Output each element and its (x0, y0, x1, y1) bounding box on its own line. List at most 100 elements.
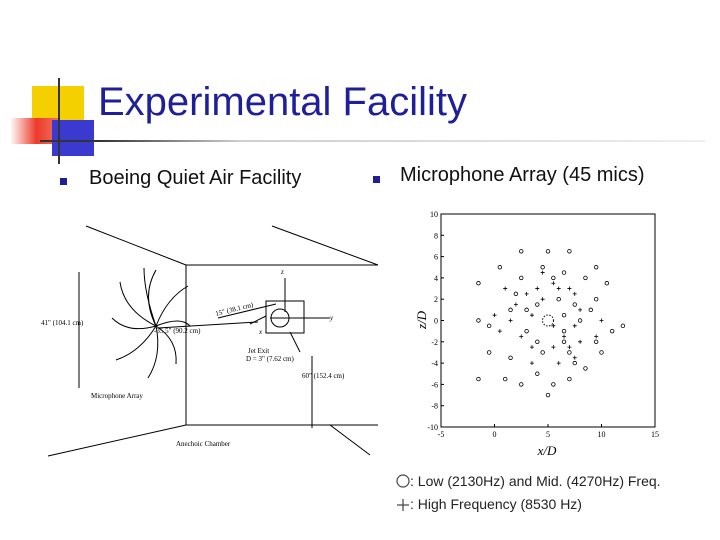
label-jet-diameter: D = 3" (7.62 cm) (246, 355, 294, 363)
bullet-marker (60, 178, 67, 185)
slide-title: Experimental Facility (98, 80, 468, 124)
mic-point-high (492, 313, 497, 318)
label-35: -35.5" (90.2 cm) (154, 327, 201, 335)
mic-point-high (572, 291, 577, 296)
mic-point-high (556, 286, 561, 291)
y-tick-label: 2 (434, 295, 438, 304)
mic-point-low-mid (604, 281, 610, 286)
mic-point-low-mid (519, 275, 524, 281)
mic-point-high (599, 318, 604, 323)
mic-point-low-mid (535, 339, 540, 344)
mic-point-low-mid (540, 350, 545, 355)
legend-plus-icon (397, 499, 409, 511)
mic-point-low-mid (508, 355, 513, 360)
mic-point-low-mid (545, 392, 551, 398)
mic-point-high (551, 323, 556, 328)
y-tick-label: 6 (434, 253, 438, 262)
mic-point-high (508, 318, 513, 323)
title-rule (40, 140, 705, 142)
mic-point-low-mid (577, 318, 583, 323)
mic-point-low-mid (519, 382, 524, 387)
mic-point-low-mid (551, 275, 556, 281)
y-tick-label: 4 (434, 274, 438, 283)
mic-point-low-mid (609, 328, 615, 334)
mic-point-high (503, 286, 508, 291)
mic-point-low-mid (620, 323, 626, 329)
axis-label-y: y (329, 314, 334, 322)
label-60: 60" (152.4 cm) (302, 372, 345, 380)
legend-circle-label: : Low (2130Hz) and Mid. (4270Hz) Freq. (410, 473, 661, 489)
mic-point-low-mid (535, 371, 540, 376)
axis-label-z: z (280, 268, 284, 276)
mic-point-low-mid (502, 376, 508, 382)
x-tick-label: 15 (651, 430, 659, 439)
mic-point-low-mid (486, 350, 492, 355)
mic-point-high (562, 334, 567, 339)
mic-point-high (556, 361, 561, 366)
mic-array-chart: -5 0 5 10 15 10 8 6 4 2 0 -2 -4 -6 -8 -10 x/D z/D (414, 210, 659, 458)
mic-point-high (551, 281, 556, 286)
mic-point-high (529, 313, 534, 318)
x-tick-label: -5 (438, 430, 445, 439)
accent-vertical-line (58, 78, 60, 164)
x-tick-label: 10 (598, 430, 606, 439)
mic-point-low-mid (519, 249, 524, 254)
legend-plus-label: : High Frequency (8530 Hz) (410, 496, 582, 512)
mic-point-high (572, 323, 577, 328)
bullet-marker (373, 176, 380, 183)
mic-point-high (524, 291, 529, 296)
label-41: 41" (104.1 cm) (41, 319, 84, 327)
mic-point-high (567, 286, 572, 291)
mic-point-high (497, 329, 502, 334)
mic-point-high (578, 307, 583, 312)
facility-diagram: 41" (104.1 cm) -35.5" (90.2 cm) 15" (38.… (41, 225, 379, 457)
mic-point-low-mid (556, 296, 561, 302)
mic-point-low-mid (476, 376, 481, 382)
x-tick-label: 0 (493, 430, 497, 439)
plot-frame (440, 213, 656, 428)
y-tick-label: 8 (434, 231, 438, 240)
mic-point-low-mid (524, 307, 529, 313)
mic-point-low-mid (572, 302, 577, 307)
mic-point-low-mid (583, 275, 588, 281)
mic-point-low-mid (561, 328, 567, 334)
axis-label-x: x (258, 328, 263, 336)
mic-point-high (529, 345, 534, 350)
mic-point-low-mid (567, 376, 572, 382)
mic-point-low-mid (513, 291, 519, 297)
mic-point-high (540, 297, 545, 302)
mic-point-low-mid (599, 350, 604, 355)
y-tick-label: -6 (431, 380, 438, 389)
mic-point-low-mid (476, 281, 481, 286)
jet-center-marker (542, 314, 554, 327)
y-tick-label: -10 (427, 423, 438, 432)
label-anechoic-chamber: Anechoic Chamber (176, 440, 231, 448)
mic-point-high (519, 334, 524, 339)
mic-point-low-mid (593, 265, 599, 270)
label-jet-exit: Jet Exit (248, 347, 269, 355)
x-axis-label: x/D (537, 443, 557, 458)
y-tick-label: -4 (431, 359, 438, 368)
mic-point-low-mid (593, 339, 599, 344)
mic-point-high (529, 361, 534, 366)
mic-point-high (513, 302, 518, 307)
mic-point-high (578, 339, 583, 344)
mic-point-low-mid (508, 307, 513, 313)
mic-point-low-mid (583, 366, 588, 371)
mic-point-low-mid (561, 270, 567, 275)
y-tick-label: -8 (431, 402, 438, 411)
bullet-boeing-facility: Boeing Quiet Air Facility (89, 167, 302, 189)
bullet-microphone-array: Microphone Array (45 mics) (400, 164, 645, 186)
mic-point-high (540, 270, 545, 275)
mic-point-low-mid (561, 339, 567, 344)
mic-point-low-mid (540, 265, 545, 270)
mic-point-low-mid (561, 312, 567, 318)
y-tick-label: -2 (431, 338, 438, 347)
mic-point-high (567, 345, 572, 350)
mic-point-low-mid (593, 296, 599, 302)
y-tick-label: 10 (430, 210, 438, 219)
mic-point-low-mid (497, 265, 503, 270)
label-microphone-array: Microphone Array (91, 392, 143, 400)
mic-point-low-mid (567, 249, 572, 254)
mic-array-arms (111, 267, 191, 379)
